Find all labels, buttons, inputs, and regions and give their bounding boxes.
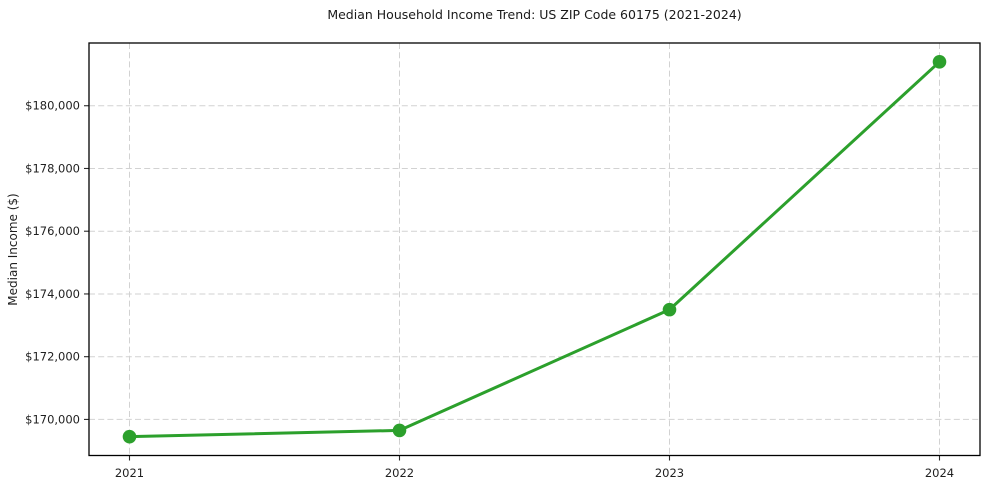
x-tick-label: 2024 <box>925 466 954 480</box>
y-tick-label: $180,000 <box>25 99 80 113</box>
x-tick-label: 2023 <box>655 466 684 480</box>
plot-border <box>88 42 981 457</box>
y-tick-label: $172,000 <box>25 350 80 364</box>
x-tick-label: 2022 <box>385 466 414 480</box>
y-tick-label: $176,000 <box>25 224 80 238</box>
data-point-2022 <box>392 423 407 438</box>
chart-title: Median Household Income Trend: US ZIP Co… <box>327 7 742 22</box>
income-trend-line <box>128 60 941 439</box>
data-point-2023 <box>662 302 677 317</box>
y-tick-label: $178,000 <box>25 161 80 175</box>
x-tick-label: 2021 <box>115 466 144 480</box>
data-point-2021 <box>122 429 137 444</box>
y-tick-label: $170,000 <box>25 412 80 426</box>
y-axis-label: Median Income ($) <box>6 193 20 305</box>
y-tick-label: $174,000 <box>25 287 80 301</box>
data-point-2024 <box>932 55 947 69</box>
